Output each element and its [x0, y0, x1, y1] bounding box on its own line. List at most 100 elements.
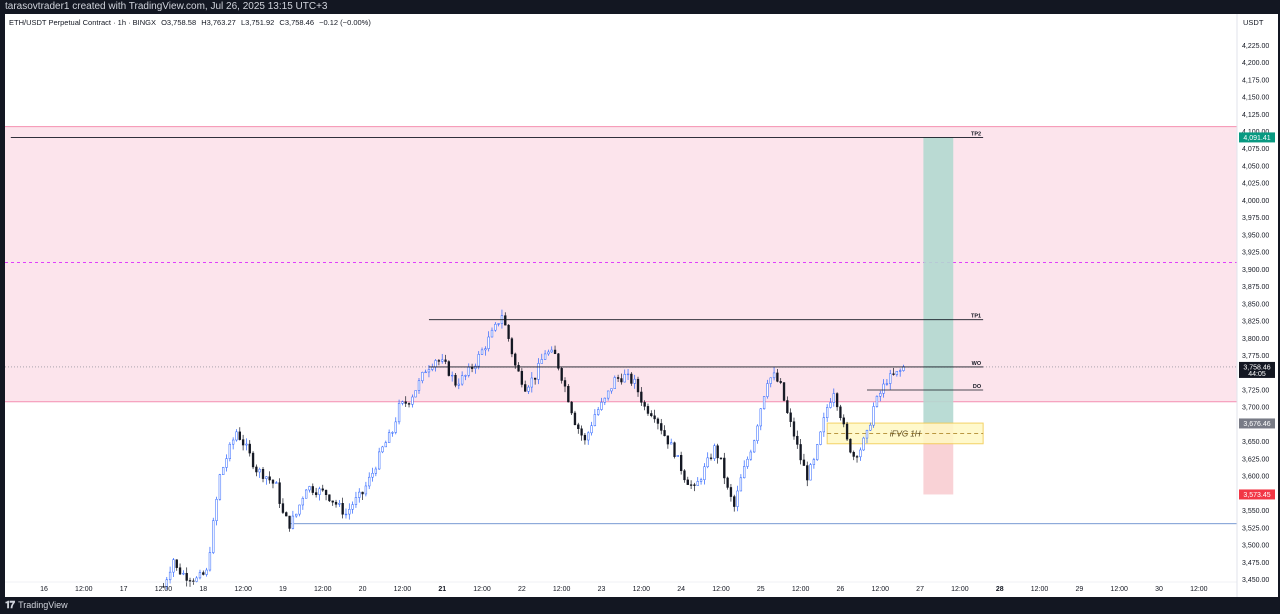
chart-pane[interactable]: iFVG 1H TP2 TP1 WO DO 4,225.00 4,200.00 4,175.0…: [5, 14, 1278, 597]
candle-body: [709, 457, 713, 459]
candle-body: [524, 384, 527, 392]
candle-body: [318, 488, 321, 495]
candle-body: [444, 359, 447, 362]
x-tick-label: 12:00: [633, 586, 651, 593]
y-tick-label: 3,625.00: [1242, 456, 1269, 463]
premium-zone: [5, 126, 1237, 402]
candle-body: [258, 469, 261, 473]
y-tick-label: 3,875.00: [1242, 284, 1269, 291]
candle-body: [849, 438, 852, 453]
y-tick-label: 4,200.00: [1242, 60, 1269, 67]
candle-body: [875, 396, 879, 407]
y-tick-label: 3,700.00: [1242, 405, 1269, 412]
candle-body: [427, 369, 431, 373]
candle-body: [338, 503, 341, 505]
symbol-title[interactable]: ETH/USDT Perpetual Contract · 1h · BINGX: [9, 18, 156, 27]
candle-body: [364, 485, 368, 495]
brand-label: TradingView: [18, 600, 68, 610]
candle-body: [208, 552, 212, 571]
candle-body: [733, 496, 736, 507]
x-tick-label: 12:00: [473, 586, 491, 593]
candle-body: [371, 473, 374, 478]
candle-body: [308, 486, 311, 491]
candle-body: [613, 377, 616, 389]
symbol-legend: ETH/USDT Perpetual Contract · 1h · BINGX…: [9, 18, 374, 27]
candle-body: [570, 401, 573, 414]
candle-body: [812, 459, 816, 465]
candle-body: [354, 497, 358, 505]
x-tick-label: 20: [359, 586, 367, 593]
candle-body: [716, 445, 719, 459]
candle-body: [670, 442, 673, 445]
candle-body: [437, 360, 441, 362]
candle-body: [182, 572, 185, 575]
y-tick-label: 4,000.00: [1242, 198, 1269, 205]
candle-body: [530, 377, 533, 388]
candle-body: [603, 397, 606, 403]
candle-body: [378, 451, 381, 470]
candle-body: [729, 487, 733, 497]
candle-body: [381, 446, 384, 453]
candle-body: [275, 482, 278, 484]
y-tick-label: 4,025.00: [1242, 181, 1269, 188]
candle-body: [331, 500, 334, 503]
candle-body: [626, 373, 630, 376]
candle-body: [739, 477, 743, 492]
candle-body: [510, 338, 514, 355]
y-tick-label: 4,125.00: [1242, 112, 1269, 119]
candle-body: [397, 403, 401, 423]
candle-body: [344, 513, 348, 516]
candle-body: [358, 491, 361, 498]
x-tick-label: 17: [120, 586, 128, 593]
ohlc-open: O3,758.58: [161, 18, 197, 27]
candle-body: [361, 491, 364, 495]
candle-body: [288, 515, 291, 529]
candle-body: [407, 403, 411, 405]
candle-body: [869, 424, 872, 431]
candle-body: [195, 577, 198, 582]
candle-body: [447, 361, 451, 376]
candle-body: [417, 380, 421, 391]
x-tick-label: 12:00: [155, 586, 173, 593]
credit-text: tarasovtrader1 created with TradingView.…: [5, 1, 328, 12]
candle-body: [636, 378, 640, 393]
candle-body: [832, 393, 835, 403]
candle-body: [616, 377, 620, 379]
candle-body: [597, 409, 600, 415]
candle-body: [387, 432, 391, 443]
candle-body: [517, 364, 520, 372]
candle-body: [650, 413, 653, 417]
candle-body: [606, 390, 610, 399]
level-label-tp2: TP2: [971, 131, 981, 137]
ohlc-low: L3,751.92: [240, 18, 275, 27]
candle-body: [178, 567, 182, 575]
candle-body: [480, 349, 484, 355]
currency-label[interactable]: USDT: [1243, 18, 1264, 27]
tradingview-logo[interactable]: 𝟏𝟕 TradingView: [0, 597, 68, 614]
candle-body: [683, 470, 686, 481]
level-label-do: DO: [973, 384, 982, 390]
price-tag: [1239, 418, 1275, 429]
candle-body: [265, 476, 268, 479]
candle-body: [251, 452, 255, 468]
candle-body: [713, 445, 716, 459]
candle-body: [198, 572, 202, 579]
candle-body: [454, 374, 457, 386]
ohlc-change: −0.12 (−0.00%): [319, 18, 371, 27]
y-tick-label: 3,450.00: [1242, 577, 1269, 584]
candle-body: [583, 434, 587, 441]
candle-body: [460, 375, 464, 385]
y-tick-label: 3,475.00: [1242, 560, 1269, 567]
candle-body: [205, 569, 208, 575]
x-tick-label: 12:00: [234, 586, 252, 593]
y-tick-label: 3,525.00: [1242, 525, 1269, 532]
candle-body: [567, 385, 570, 403]
candle-body: [311, 486, 314, 493]
candle-body: [543, 353, 547, 360]
price-tag: [1239, 489, 1275, 500]
price-chart[interactable]: iFVG 1H TP2 TP1 WO DO 4,225.00 4,200.00 4,175.0…: [5, 14, 1278, 597]
candle-body: [540, 359, 543, 364]
candle-body: [633, 378, 636, 384]
candle-body: [610, 388, 613, 392]
candle-body: [241, 439, 245, 446]
